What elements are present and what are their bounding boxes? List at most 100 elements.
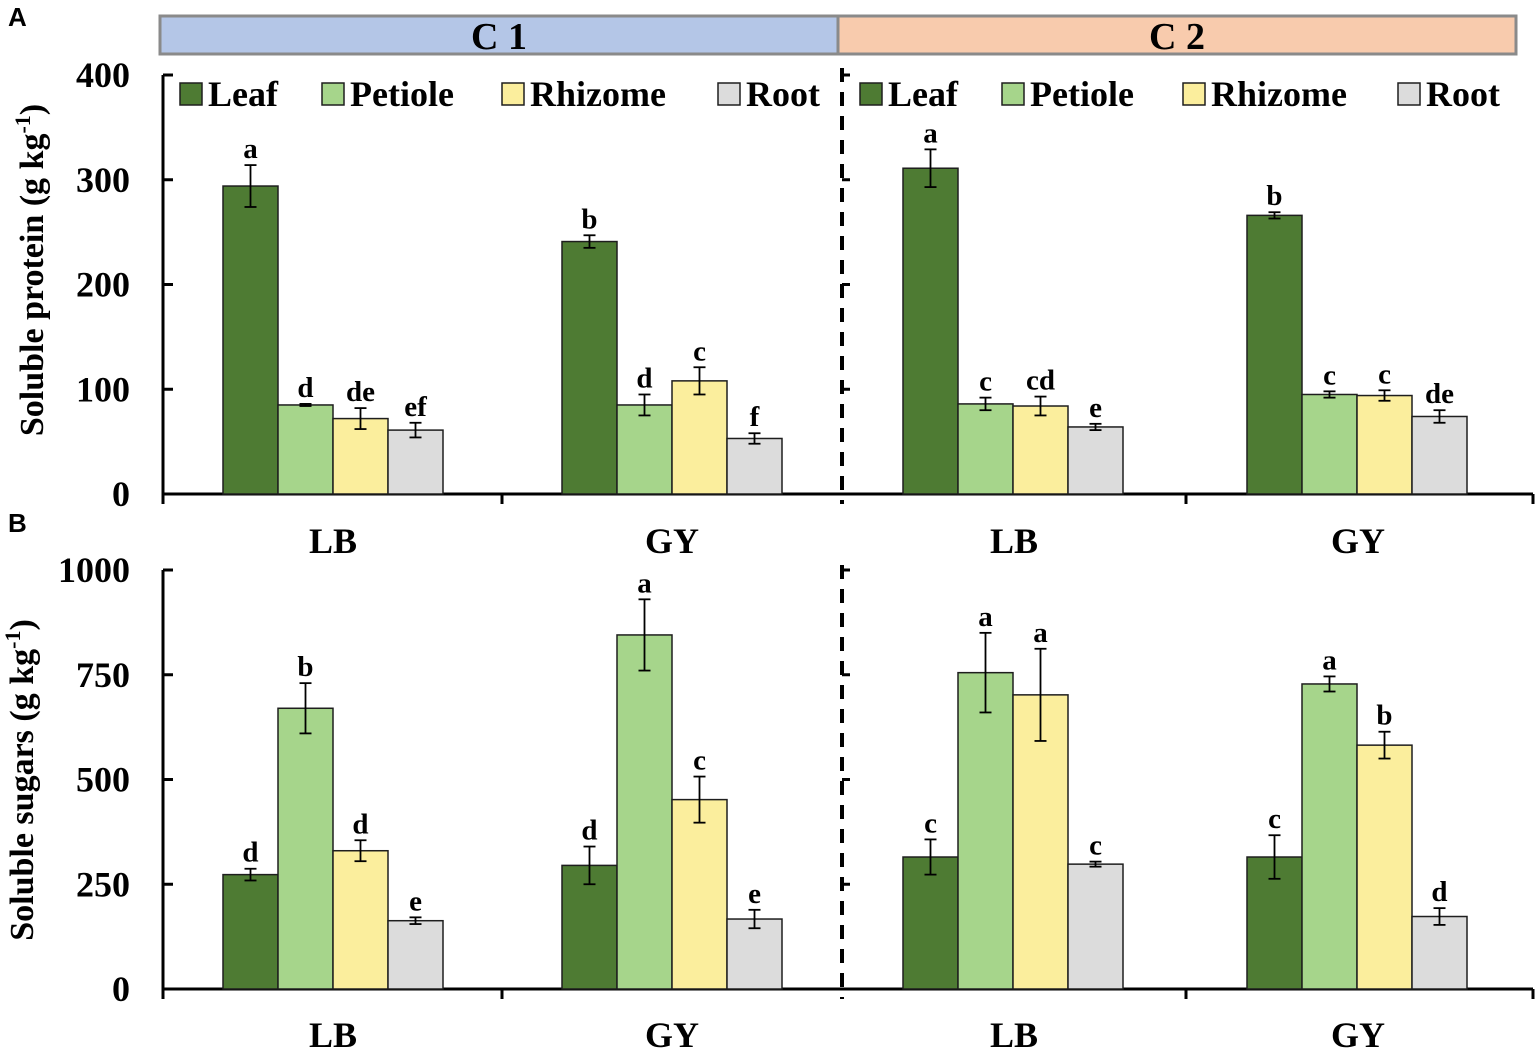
panel-b-bar-c1-lb-root xyxy=(387,919,444,990)
panel-b-bar-c2-lb-root xyxy=(1067,863,1124,990)
panel-a-legend-swatch-2-root xyxy=(1397,82,1421,106)
panel-b-letter-c2-gy-root: d xyxy=(1431,876,1447,908)
panel-a-letter-c2-lb-rhizome: cd xyxy=(1026,365,1055,397)
panel-b-y-axis-label: Soluble sugars (g kg-1) xyxy=(0,619,41,941)
panel-a-letter-c2-lb-root: e xyxy=(1089,392,1102,424)
panel-b-bar-c2-lb-leaf xyxy=(902,856,959,990)
panel-a-bar-c1-lb-petiole xyxy=(277,404,334,495)
panel-a-legend-swatch-1-petiole xyxy=(321,82,345,106)
c2-header-band xyxy=(836,14,1518,56)
panel-b-bar-c1-gy-rhizome xyxy=(671,798,728,990)
panel-a-letter-c2-gy-leaf: b xyxy=(1266,180,1282,212)
panel-b-letter-c2-gy-petiole: a xyxy=(1322,644,1337,676)
panel-b-letter-c2-gy-leaf: c xyxy=(1268,803,1281,835)
panel-a-group-label-c1-gy: GY xyxy=(645,521,699,561)
panel-b-y-tick-label-2: 500 xyxy=(76,760,130,800)
panel-b-letter-c1-gy-petiole: a xyxy=(637,567,652,599)
panel-a-group-label-c2-gy: GY xyxy=(1331,521,1385,561)
panel-b-group-label-c2-gy: GY xyxy=(1331,1015,1385,1054)
panel-b-bar-c1-lb-rhizome xyxy=(332,849,389,990)
panel-b-letter-c2-gy-rhizome: b xyxy=(1376,700,1392,732)
panel-a-bar-c2-gy-root xyxy=(1411,415,1468,495)
panel-b-letter-c1-lb-leaf: d xyxy=(242,837,258,869)
panel-b-bar-c1-gy-petiole xyxy=(616,634,673,990)
panel-a-legend-label-2-petiole: Petiole xyxy=(1030,74,1134,114)
panel-a-bar-c1-gy-root xyxy=(726,437,783,495)
panel-a-y-tick-label-1: 100 xyxy=(76,369,130,409)
panel-a-bar-c1-lb-leaf xyxy=(222,185,279,495)
panel-a-bar-c1-gy-rhizome xyxy=(671,380,728,495)
panel-a-y-axis-label: Soluble protein (g kg-1) xyxy=(10,104,51,436)
panel-a-y-tick-label-0: 0 xyxy=(112,474,130,514)
panel-a-legend-label-1-leaf: Leaf xyxy=(208,74,279,114)
panel-b-letter-c2-lb-rhizome: a xyxy=(1033,617,1048,649)
panel-a-bar-c2-lb-petiole xyxy=(957,403,1014,495)
c1-header-label: C 1 xyxy=(471,16,527,58)
panel-b-letter-c1-gy-root: e xyxy=(748,878,761,910)
panel-a-legend-swatch-2-petiole xyxy=(1001,82,1025,106)
panel-a-legend-label-2-leaf: Leaf xyxy=(888,74,959,114)
panel-a-legend-swatch-2-rhizome xyxy=(1182,82,1206,106)
panel-a-legend-swatch-2-leaf xyxy=(859,82,883,106)
panel-a-group-label-c2-lb: LB xyxy=(990,521,1038,561)
panel-a-letter-c2-lb-leaf: a xyxy=(923,117,938,149)
panel-b-group-label-c1-lb: LB xyxy=(309,1015,357,1054)
panel-a-bar-c1-lb-rhizome xyxy=(332,417,389,495)
panel-a-letter-c1-lb-root: ef xyxy=(404,391,427,423)
panel-a-bar-c1-gy-leaf xyxy=(561,240,618,495)
panel-a-y-tick-label-4: 400 xyxy=(76,55,130,95)
panel-a-letter-c1-gy-petiole: d xyxy=(636,362,652,394)
panel-b-group-label-c1-gy: GY xyxy=(645,1015,699,1054)
panel-b-bar-c2-gy-root xyxy=(1411,915,1468,990)
panel-a-bar-c2-gy-rhizome xyxy=(1356,394,1413,495)
panel-a-bar-c2-lb-leaf xyxy=(902,167,959,495)
panel-b-letter-c2-lb-petiole: a xyxy=(978,601,993,633)
panel-a-legend-swatch-1-leaf xyxy=(179,82,203,106)
c1-header-band xyxy=(158,14,840,56)
panel-a-bar-c2-gy-leaf xyxy=(1246,214,1303,495)
panel-a-legend-label-1-petiole: Petiole xyxy=(350,74,454,114)
panel-a-legend-label-1-root: Root xyxy=(746,74,820,114)
panel-b-bar-c2-gy-petiole xyxy=(1301,683,1358,990)
panel-a-letter-c2-gy-petiole: c xyxy=(1323,359,1336,391)
panel-a-letter-c1-lb-rhizome: de xyxy=(346,376,375,408)
panel-a-bar-c2-gy-petiole xyxy=(1301,393,1358,495)
panel-b-letter-c1-lb-root: e xyxy=(409,885,422,917)
panel-b-bar-c2-gy-rhizome xyxy=(1356,744,1413,990)
panel-a-bar-c2-lb-rhizome xyxy=(1012,405,1069,495)
panel-b-letter-c1-gy-leaf: d xyxy=(581,815,597,847)
panel-a-letter-c1-lb-petiole: d xyxy=(297,372,313,404)
panel-b-bar-c1-lb-petiole xyxy=(277,707,334,990)
panel-a-letter-c1-gy-leaf: b xyxy=(581,203,597,235)
panel-a-legend-label-2-root: Root xyxy=(1426,74,1500,114)
panel-b-group-label-c2-lb: LB xyxy=(990,1015,1038,1054)
panel-a-bar-c1-lb-root xyxy=(387,429,444,495)
panel-b-bar-c1-gy-root xyxy=(726,918,783,990)
panel-b-bar-c2-lb-rhizome xyxy=(1012,694,1069,990)
panel-a-letter-c2-lb-petiole: c xyxy=(979,366,992,398)
panel-letter-b: B xyxy=(8,508,27,538)
panel-a-letter-c2-gy-root: de xyxy=(1425,378,1454,410)
panel-a-y-tick-label-3: 300 xyxy=(76,160,130,200)
panel-a-letter-c2-gy-rhizome: c xyxy=(1378,358,1391,390)
panel-a-letter-c1-gy-root: f xyxy=(750,401,760,433)
panel-a-group-label-c1-lb: LB xyxy=(309,521,357,561)
panel-a-bar-c1-gy-petiole xyxy=(616,404,673,495)
panel-b-bar-c1-lb-leaf xyxy=(222,873,279,990)
panel-b-letter-c1-lb-petiole: b xyxy=(297,651,313,683)
panel-b-letter-c2-lb-root: c xyxy=(1089,830,1102,862)
panel-b-y-tick-label-0: 0 xyxy=(112,969,130,1009)
panel-b-letter-c1-gy-rhizome: c xyxy=(693,745,706,777)
panel-letter-a: A xyxy=(8,2,27,32)
c2-header-label: C 2 xyxy=(1149,16,1205,58)
panel-a-legend-label-2-rhizome: Rhizome xyxy=(1211,74,1347,114)
panel-a-legend-label-1-rhizome: Rhizome xyxy=(530,74,666,114)
panel-b-y-tick-label-4: 1000 xyxy=(58,550,130,590)
panel-b-bar-c2-lb-petiole xyxy=(957,671,1014,990)
panel-a-letter-c1-lb-leaf: a xyxy=(243,133,258,165)
panel-a-y-tick-label-2: 200 xyxy=(76,265,130,305)
panel-a-legend-swatch-1-rhizome xyxy=(501,82,525,106)
panel-a-legend-swatch-1-root xyxy=(717,82,741,106)
